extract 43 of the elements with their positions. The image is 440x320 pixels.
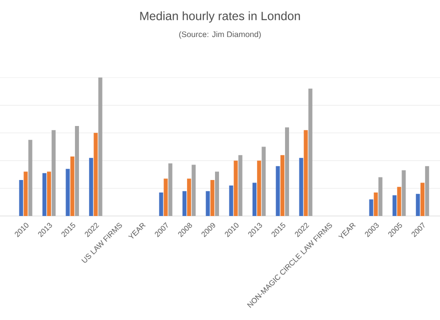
bar — [94, 132, 98, 216]
bar — [182, 191, 186, 216]
chart-title: Median hourly rates in London — [140, 11, 300, 23]
bar — [24, 172, 28, 216]
bar — [70, 156, 74, 216]
bar — [42, 173, 46, 216]
bar — [285, 127, 290, 216]
bar — [397, 186, 402, 216]
bar — [192, 164, 196, 216]
bar — [402, 170, 406, 216]
bar — [308, 88, 312, 216]
bar — [374, 192, 378, 216]
bar — [66, 168, 70, 216]
bar — [28, 140, 32, 216]
bar — [215, 172, 220, 216]
bar — [52, 130, 56, 216]
bar — [378, 177, 382, 216]
bar — [47, 172, 52, 216]
bar — [425, 166, 430, 216]
chart-subtitle: (Source: Jim Diamond) — [179, 31, 261, 39]
bar — [206, 191, 210, 216]
bar — [74, 126, 79, 216]
bar — [299, 158, 304, 216]
bar — [238, 155, 242, 216]
bar — [420, 182, 424, 216]
bar — [280, 155, 284, 216]
bar — [262, 146, 266, 216]
bar — [187, 178, 192, 216]
bar — [416, 194, 420, 216]
bar — [98, 78, 102, 216]
bar — [164, 178, 168, 216]
bar — [234, 160, 238, 216]
bar — [392, 195, 397, 216]
bar — [369, 199, 374, 216]
bar — [229, 186, 234, 216]
bar — [89, 158, 94, 216]
bar — [257, 160, 262, 216]
bar — [252, 182, 256, 216]
bar — [159, 192, 164, 216]
bar — [168, 163, 172, 216]
bar — [304, 130, 308, 216]
bar — [276, 166, 280, 216]
bar — [210, 180, 214, 216]
